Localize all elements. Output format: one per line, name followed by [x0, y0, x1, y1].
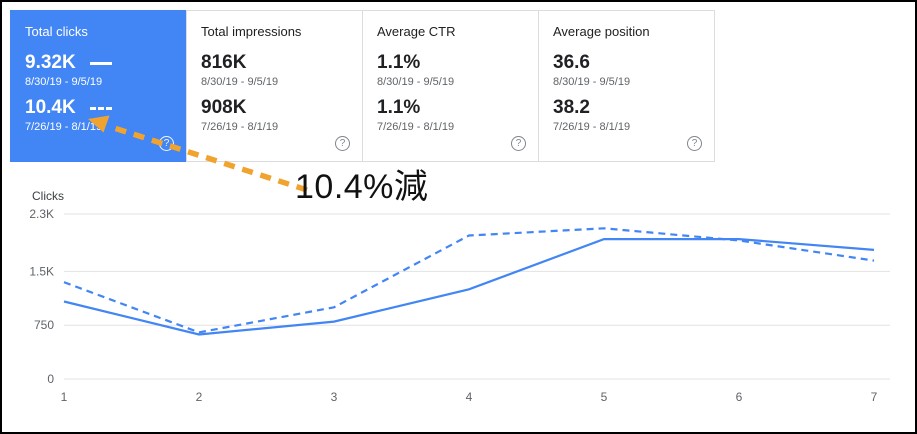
metric-value-previous: 1.1%	[377, 97, 421, 118]
svg-text:2.3K: 2.3K	[29, 207, 54, 221]
metric-value-current: 36.6	[553, 52, 590, 73]
svg-text:4: 4	[466, 390, 473, 404]
chart-metric-label: Clicks	[32, 189, 64, 203]
svg-text:7: 7	[871, 390, 878, 404]
metric-card-average-ctr[interactable]: Average CTR 1.1% 8/30/19 - 9/5/19 1.1% 7…	[362, 10, 539, 162]
svg-text:5: 5	[601, 390, 608, 404]
svg-text:750: 750	[34, 318, 54, 332]
help-icon[interactable]: ?	[159, 136, 174, 151]
metric-value-current: 816K	[201, 52, 247, 73]
svg-text:0: 0	[47, 372, 54, 386]
metric-value-previous: 10.4K	[25, 97, 76, 118]
metric-date-range-current: 8/30/19 - 9/5/19	[201, 76, 279, 88]
metric-value-previous: 908K	[201, 97, 247, 118]
svg-text:2: 2	[196, 390, 203, 404]
metric-date-range-current: 8/30/19 - 9/5/19	[553, 76, 631, 88]
help-icon[interactable]: ?	[335, 136, 350, 151]
svg-text:1: 1	[61, 390, 68, 404]
metric-value-current: 1.1%	[377, 52, 421, 73]
metric-cards-row: Total clicks 9.32K 8/30/19 - 9/5/19 10.4…	[10, 10, 715, 162]
card-title: Total impressions	[201, 24, 302, 39]
metric-date-range-current: 8/30/19 - 9/5/19	[25, 76, 103, 88]
svg-text:6: 6	[736, 390, 743, 404]
metric-card-total-impressions[interactable]: Total impressions 816K 8/30/19 - 9/5/19 …	[186, 10, 363, 162]
svg-text:1.5K: 1.5K	[29, 264, 54, 278]
help-icon[interactable]: ?	[511, 136, 526, 151]
help-icon[interactable]: ?	[687, 136, 702, 151]
svg-text:3: 3	[331, 390, 338, 404]
metric-card-average-position[interactable]: Average position 36.6 8/30/19 - 9/5/19 3…	[538, 10, 715, 162]
metric-date-range-current: 8/30/19 - 9/5/19	[377, 76, 455, 88]
metric-date-range-previous: 7/26/19 - 8/1/19	[553, 121, 631, 133]
metric-date-range-previous: 7/26/19 - 8/1/19	[377, 121, 455, 133]
metric-card-total-clicks[interactable]: Total clicks 9.32K 8/30/19 - 9/5/19 10.4…	[10, 10, 187, 162]
metric-value-previous: 38.2	[553, 97, 590, 118]
card-title: Average position	[553, 24, 650, 39]
card-title: Total clicks	[25, 24, 88, 39]
dashed-line-legend-icon	[89, 106, 112, 110]
metric-value-current: 9.32K	[25, 52, 76, 73]
metric-date-range-previous: 7/26/19 - 8/1/19	[201, 121, 279, 133]
card-title: Average CTR	[377, 24, 456, 39]
metric-date-range-previous: 7/26/19 - 8/1/19	[25, 121, 103, 133]
clicks-line-chart[interactable]: 0 750 1.5K 2.3K 1 2 3 4 5 6 7	[8, 204, 910, 414]
solid-line-legend-icon	[89, 61, 112, 65]
annotation-text: 10.4%減	[295, 168, 429, 206]
